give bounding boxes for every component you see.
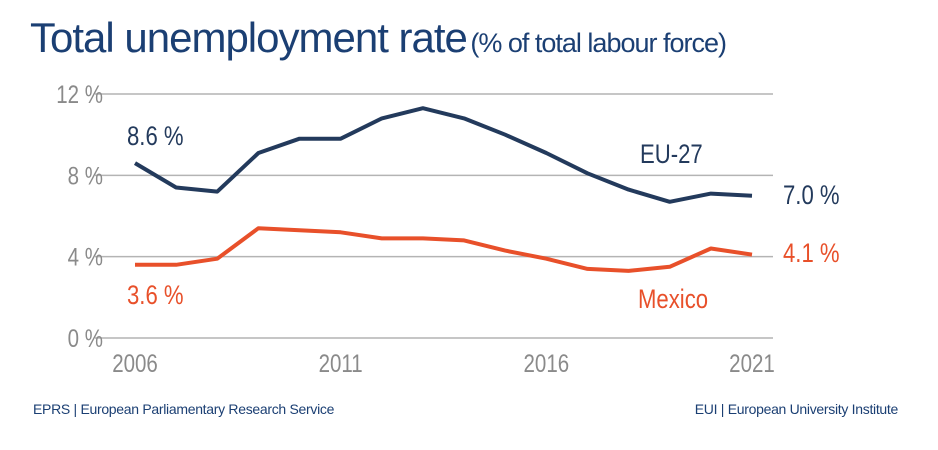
series-name-label-mexico: Mexico [638, 285, 708, 315]
y-tick-label: 12 % [56, 80, 103, 108]
x-tick-label: 2021 [729, 349, 775, 377]
x-axis-ticks: 2006 2011 2016 2021 [112, 349, 775, 377]
series-line-mexico [135, 226, 753, 273]
gridlines [95, 93, 773, 339]
y-tick-label: 8 % [68, 161, 103, 189]
footer-source-eprs: EPRS | European Parliamentary Research S… [33, 401, 335, 417]
x-tick-label: 2011 [319, 349, 363, 377]
chart-title-main: Total unemployment rate [30, 14, 468, 61]
chart-title: Total unemployment rate (% of total labo… [30, 14, 727, 62]
y-tick-label: 0 % [68, 324, 103, 352]
start-value-label-eu-27: 8.6 % [127, 122, 184, 152]
y-tick-label: 4 % [68, 243, 103, 271]
series-name-label-eu-27: EU-27 [640, 140, 703, 170]
x-tick-label: 2016 [524, 349, 570, 377]
footer-source-eui: EUI | European University Institute [694, 401, 899, 417]
series-lines [133, 106, 753, 273]
series-line-eu-27 [133, 106, 753, 204]
start-value-label-mexico: 3.6 % [127, 281, 184, 311]
y-axis-ticks: 0 % 4 % 8 % 12 % [56, 80, 103, 352]
end-value-label-eu-27: 7.0 % [783, 181, 840, 211]
series-labels: 8.6 % EU-27 7.0 % 3.6 % Mexico 4.1 % [127, 122, 840, 315]
chart-title-subtitle: (% of total labour force) [470, 28, 727, 58]
x-tick-label: 2006 [112, 349, 158, 377]
end-value-label-mexico: 4.1 % [783, 239, 840, 269]
